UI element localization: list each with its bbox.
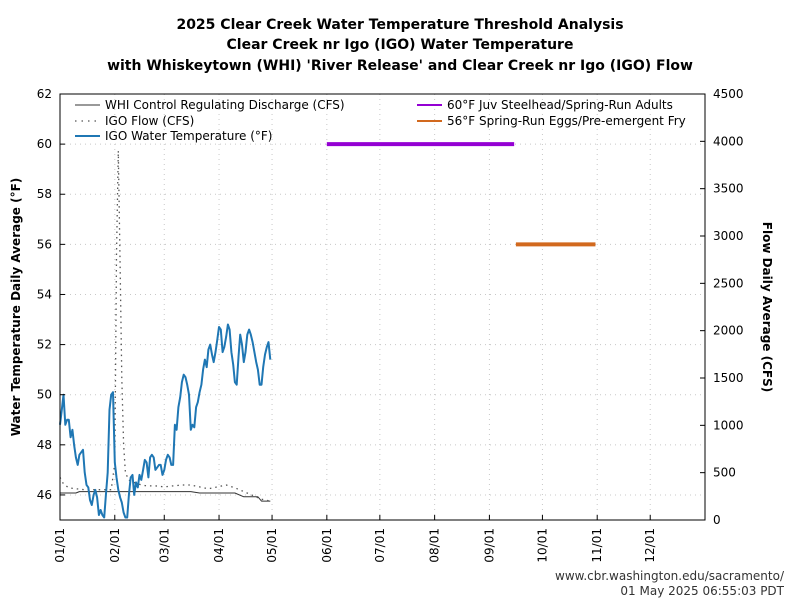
chart-title-line-3: with Whiskeytown (WHI) 'River Release' a… — [107, 58, 693, 74]
x-tick-label: 11/01 — [590, 528, 604, 563]
footer-timestamp: 01 May 2025 06:55:03 PDT — [620, 584, 784, 598]
y-tick-label: 56 — [37, 237, 52, 251]
x-tick-label: 07/01 — [373, 528, 387, 563]
y-tick-label: 52 — [37, 338, 52, 352]
x-tick-label: 02/01 — [108, 528, 122, 563]
legend: WHI Control Regulating Discharge (CFS) I… — [75, 98, 686, 143]
y-tick-label: 50 — [37, 388, 52, 402]
y-axis-label: Water Temperature Daily Average (°F) — [9, 178, 23, 437]
y2-tick-label: 4000 — [713, 134, 744, 148]
series-whi-discharge-line — [60, 491, 271, 502]
x-tick-label: 04/01 — [212, 528, 226, 563]
y-axis-right: 0 500 1000 1500 2000 2500 3000 3500 4000 4500 — [700, 87, 744, 527]
chart-title-line-1: 2025 Clear Creek Water Temperature Thres… — [176, 17, 623, 33]
x-tick-label: 01/01 — [53, 528, 67, 563]
legend-label-igo-flow: IGO Flow (CFS) — [105, 114, 194, 128]
legend-label-60f: 60°F Juv Steelhead/Spring-Run Adults — [447, 98, 673, 112]
y-tick-label: 62 — [37, 87, 52, 101]
y-tick-label: 48 — [37, 438, 52, 452]
y2-axis-label: Flow Daily Average (CFS) — [760, 222, 774, 392]
y2-tick-label: 2500 — [713, 276, 744, 290]
x-axis: 01/01 02/01 03/01 04/01 05/01 06/01 07/01 08/01… — [53, 515, 657, 563]
x-tick-label: 06/01 — [320, 528, 334, 563]
y2-tick-label: 500 — [713, 466, 736, 480]
y2-tick-label: 4500 — [713, 87, 744, 101]
plot-frame — [59, 93, 706, 521]
y2-tick-label: 3000 — [713, 229, 744, 243]
y-tick-label: 46 — [37, 488, 52, 502]
y-axis-left: 46 48 50 52 54 56 58 60 62 — [37, 87, 65, 502]
y2-tick-label: 2000 — [713, 324, 744, 338]
y-tick-label: 54 — [37, 287, 52, 301]
y-tick-label: 60 — [37, 137, 52, 151]
footer-source: www.cbr.washington.edu/sacramento/ — [555, 569, 785, 583]
x-tick-label: 08/01 — [428, 528, 442, 563]
x-tick-label: 10/01 — [535, 528, 549, 563]
x-tick-label: 12/01 — [643, 528, 657, 563]
y2-tick-label: 0 — [713, 513, 721, 527]
y2-tick-label: 1000 — [713, 418, 744, 432]
legend-label-whi: WHI Control Regulating Discharge (CFS) — [105, 98, 345, 112]
legend-label-56f: 56°F Spring-Run Eggs/Pre-emergent Fry — [447, 114, 686, 128]
series-igo-temperature-line — [59, 323, 272, 519]
grid — [59, 93, 705, 520]
y2-tick-label: 3500 — [713, 182, 744, 196]
threshold-lines — [326, 142, 596, 247]
legend-label-igo-temp: IGO Water Temperature (°F) — [105, 129, 272, 143]
x-tick-label: 03/01 — [157, 528, 171, 563]
x-tick-label: 05/01 — [265, 528, 279, 563]
y-tick-label: 58 — [37, 187, 52, 201]
chart-title-line-2: Clear Creek nr Igo (IGO) Water Temperatu… — [227, 37, 574, 53]
y2-tick-label: 1500 — [713, 371, 744, 385]
x-tick-label: 09/01 — [482, 528, 496, 563]
data-series — [59, 150, 272, 519]
series-igo-flow-line — [59, 150, 271, 502]
